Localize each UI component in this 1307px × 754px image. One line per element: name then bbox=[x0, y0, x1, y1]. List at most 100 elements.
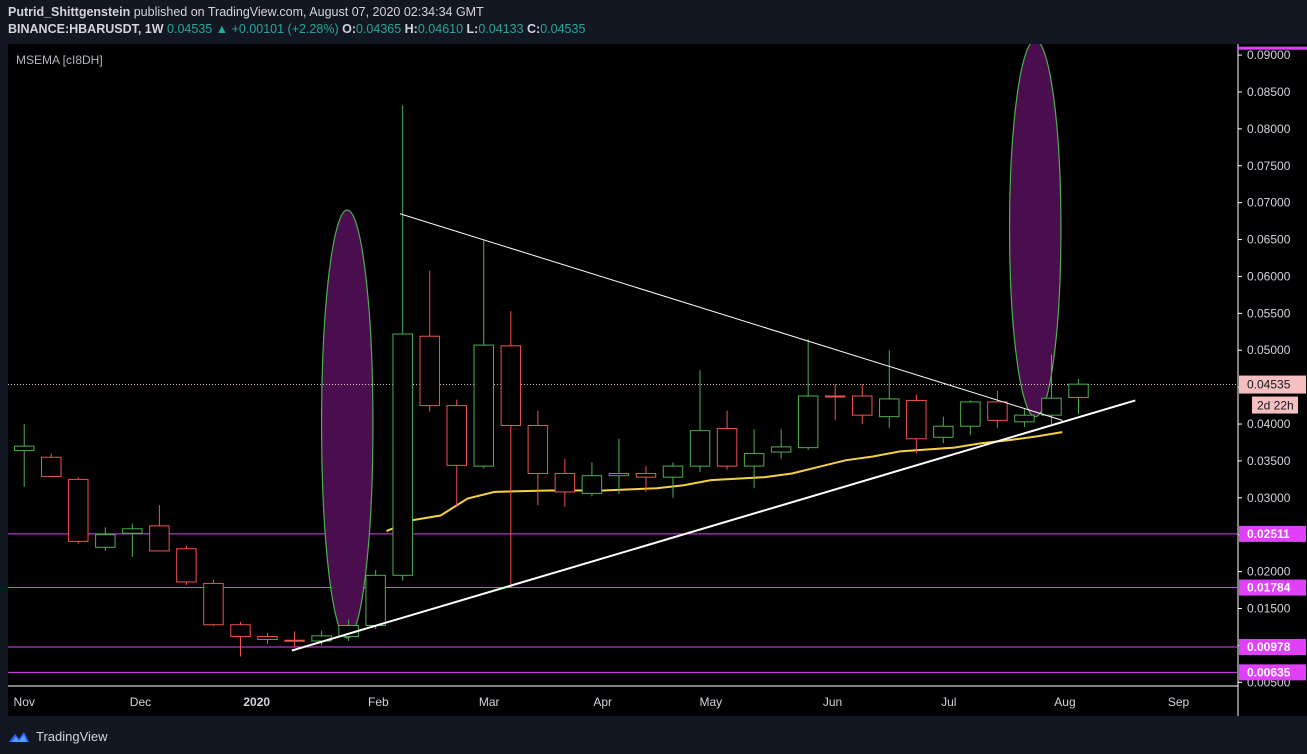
candle-body bbox=[635, 472, 657, 478]
candle-body bbox=[446, 405, 467, 466]
highlight-ellipse[interactable] bbox=[1008, 44, 1062, 418]
y-tick-label: 0.01500 bbox=[1247, 602, 1291, 616]
candle[interactable] bbox=[500, 311, 522, 588]
candle[interactable] bbox=[13, 424, 35, 487]
level-price-label: 0.00978 bbox=[1247, 640, 1291, 654]
candle-body bbox=[824, 395, 846, 398]
candle[interactable] bbox=[203, 579, 224, 627]
level-price-label: 0.00635 bbox=[1247, 665, 1291, 679]
low-label: L: bbox=[466, 22, 479, 36]
candle[interactable] bbox=[770, 429, 792, 459]
candle[interactable] bbox=[689, 370, 711, 472]
level-price-label: 0.01784 bbox=[1247, 581, 1291, 595]
candle-body bbox=[284, 639, 305, 642]
candle-body bbox=[176, 548, 197, 583]
candle[interactable] bbox=[797, 339, 819, 450]
candle[interactable] bbox=[473, 239, 495, 469]
candle[interactable] bbox=[257, 632, 278, 644]
candle[interactable] bbox=[608, 438, 630, 495]
x-tick-label: Jun bbox=[823, 695, 842, 709]
candle-body bbox=[149, 525, 170, 552]
candle[interactable] bbox=[960, 400, 981, 436]
candle[interactable] bbox=[95, 527, 116, 551]
candle[interactable] bbox=[284, 631, 305, 647]
candle[interactable] bbox=[1068, 379, 1089, 415]
open-label: O: bbox=[342, 22, 356, 36]
candle-body bbox=[1068, 383, 1089, 398]
candle[interactable] bbox=[662, 462, 684, 498]
candle[interactable] bbox=[446, 399, 467, 507]
candle[interactable] bbox=[581, 462, 603, 497]
current-price-tag bbox=[1239, 375, 1306, 394]
candle[interactable] bbox=[392, 105, 413, 581]
candle-body bbox=[500, 345, 522, 427]
candle-body bbox=[554, 472, 576, 493]
candle[interactable] bbox=[743, 429, 765, 489]
y-tick-label: 0.03000 bbox=[1247, 491, 1291, 505]
candle-body bbox=[987, 401, 1008, 421]
candle[interactable] bbox=[824, 384, 846, 421]
candle[interactable] bbox=[419, 270, 440, 412]
candle[interactable] bbox=[554, 458, 576, 507]
level-price-tag bbox=[1239, 579, 1306, 596]
price-change: +0.00101 (+2.28%) bbox=[231, 22, 339, 36]
ema-line[interactable] bbox=[386, 431, 1063, 532]
candle[interactable] bbox=[879, 350, 900, 428]
support-trendline[interactable] bbox=[291, 399, 1136, 652]
open-value: 0.04365 bbox=[355, 22, 402, 36]
indicator-label[interactable]: MSEMA [cI8DH] bbox=[16, 53, 103, 67]
candle-body bbox=[797, 395, 819, 449]
candle[interactable] bbox=[365, 570, 386, 630]
tradingview-brand[interactable]: TradingView bbox=[8, 729, 108, 744]
x-tick-label: Aug bbox=[1054, 695, 1075, 709]
candle[interactable] bbox=[1041, 354, 1062, 425]
y-tick-label: 0.02000 bbox=[1247, 565, 1291, 579]
tradingview-logo-icon bbox=[9, 731, 29, 742]
candle[interactable] bbox=[716, 410, 738, 470]
candle[interactable] bbox=[987, 390, 1008, 428]
symbol-name[interactable]: BINANCE:HBARUSDT, 1W bbox=[8, 22, 164, 36]
candle[interactable] bbox=[933, 416, 954, 444]
candle[interactable] bbox=[149, 505, 170, 552]
time-axis[interactable] bbox=[8, 686, 1238, 716]
candle[interactable] bbox=[176, 545, 197, 585]
highlight-ellipse[interactable] bbox=[320, 209, 374, 639]
chart-area[interactable]: 0.09000 0.08500 0.08000 0.07500 0.07000 0.065… bbox=[0, 44, 1307, 754]
candle-body bbox=[716, 427, 738, 467]
candle[interactable] bbox=[852, 384, 873, 425]
brand-name: TradingView bbox=[36, 729, 108, 744]
candle[interactable] bbox=[635, 466, 657, 492]
y-tick-label: 0.03500 bbox=[1247, 454, 1291, 468]
candle-body bbox=[906, 399, 927, 440]
candle-body bbox=[527, 425, 549, 474]
candle[interactable] bbox=[68, 477, 89, 544]
high-label: H: bbox=[404, 22, 418, 36]
candle-body bbox=[879, 398, 900, 418]
resistance-trendline[interactable] bbox=[399, 213, 1063, 421]
candle-body bbox=[473, 344, 495, 467]
candle[interactable] bbox=[230, 621, 251, 657]
low-value: 0.04133 bbox=[478, 22, 524, 36]
candle[interactable] bbox=[1014, 409, 1035, 427]
candle[interactable] bbox=[906, 394, 927, 454]
symbol-info: BINANCE:HBARUSDT, 1W 0.04535 ▲ +0.00101 … bbox=[8, 22, 585, 36]
candle-body bbox=[419, 335, 440, 407]
candle-body bbox=[933, 425, 954, 438]
close-label: C: bbox=[527, 22, 541, 36]
candle-body bbox=[41, 456, 62, 477]
candle[interactable] bbox=[527, 410, 549, 506]
y-tick-label: 0.05500 bbox=[1247, 306, 1291, 320]
y-tick-label: 0.07500 bbox=[1247, 159, 1291, 173]
candle[interactable] bbox=[41, 453, 62, 478]
y-tick-label: 0.06000 bbox=[1247, 269, 1291, 283]
y-tick-label: 0.08500 bbox=[1247, 85, 1291, 99]
published-text: published on TradingView.com, August 07,… bbox=[133, 5, 484, 19]
y-tick-label: 0.05000 bbox=[1247, 343, 1291, 357]
chart-header: Putrid_Shittgenstein published on Tradin… bbox=[0, 0, 1307, 44]
countdown-label: 2d 22h bbox=[1257, 399, 1294, 413]
candle[interactable] bbox=[122, 523, 143, 557]
price-chart[interactable]: 0.09000 0.08500 0.08000 0.07500 0.07000 0.065… bbox=[0, 44, 1307, 724]
author-name[interactable]: Putrid_Shittgenstein bbox=[8, 5, 131, 19]
level-price-tag bbox=[1239, 525, 1306, 542]
x-tick-label: Jul bbox=[941, 695, 956, 709]
